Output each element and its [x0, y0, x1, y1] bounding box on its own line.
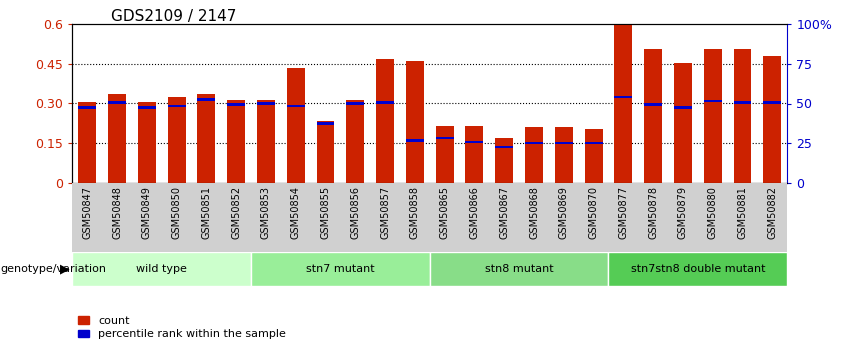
- Bar: [704, 49, 722, 183]
- Bar: [317, 122, 334, 125]
- Text: ▶: ▶: [60, 263, 70, 276]
- Text: GSM50853: GSM50853: [261, 186, 271, 239]
- Text: GSM50848: GSM50848: [112, 186, 122, 239]
- Bar: [168, 105, 186, 108]
- Bar: [406, 139, 424, 142]
- Bar: [138, 106, 156, 109]
- Text: GSM50878: GSM50878: [648, 186, 658, 239]
- Bar: [257, 102, 275, 105]
- Bar: [138, 102, 156, 183]
- Text: GSM50865: GSM50865: [440, 186, 449, 239]
- Bar: [763, 101, 781, 104]
- Text: wild type: wild type: [136, 264, 187, 274]
- Bar: [227, 99, 245, 183]
- Text: GSM50855: GSM50855: [321, 186, 330, 239]
- Bar: [406, 61, 424, 183]
- Text: GSM50879: GSM50879: [678, 186, 688, 239]
- Text: GSM50867: GSM50867: [500, 186, 509, 239]
- Bar: [465, 140, 483, 143]
- Bar: [674, 62, 692, 183]
- Text: GSM50856: GSM50856: [351, 186, 360, 239]
- Bar: [495, 146, 513, 148]
- Bar: [376, 101, 394, 104]
- Bar: [734, 101, 751, 104]
- Bar: [376, 59, 394, 183]
- Bar: [251, 252, 430, 286]
- Bar: [555, 142, 573, 145]
- Text: GSM50881: GSM50881: [738, 186, 747, 239]
- Text: stn7stn8 double mutant: stn7stn8 double mutant: [631, 264, 765, 274]
- Bar: [585, 142, 603, 145]
- Bar: [704, 99, 722, 102]
- Bar: [227, 104, 245, 106]
- Bar: [287, 68, 305, 183]
- Bar: [257, 99, 275, 183]
- Text: stn7 mutant: stn7 mutant: [306, 264, 374, 274]
- Bar: [346, 102, 364, 105]
- Bar: [525, 127, 543, 183]
- Text: genotype/variation: genotype/variation: [1, 264, 107, 274]
- Bar: [763, 56, 781, 183]
- Text: GSM50869: GSM50869: [559, 186, 568, 239]
- Text: GSM50857: GSM50857: [380, 186, 390, 239]
- Bar: [644, 49, 662, 183]
- Bar: [430, 252, 608, 286]
- Bar: [465, 126, 483, 183]
- Bar: [287, 105, 305, 108]
- Text: GSM50851: GSM50851: [202, 186, 211, 239]
- Text: stn8 mutant: stn8 mutant: [485, 264, 553, 274]
- Bar: [585, 129, 603, 183]
- Bar: [436, 126, 454, 183]
- Bar: [108, 94, 126, 183]
- Text: GSM50854: GSM50854: [291, 186, 300, 239]
- Bar: [614, 96, 632, 98]
- Text: GSM50858: GSM50858: [410, 186, 420, 239]
- Bar: [317, 121, 334, 183]
- Bar: [78, 102, 96, 183]
- Text: GSM50882: GSM50882: [768, 186, 777, 239]
- Text: GSM50870: GSM50870: [589, 186, 598, 239]
- Bar: [734, 49, 751, 183]
- Bar: [525, 142, 543, 145]
- Bar: [108, 101, 126, 104]
- Bar: [644, 104, 662, 106]
- Bar: [72, 252, 251, 286]
- Text: GSM50847: GSM50847: [83, 186, 92, 239]
- Bar: [197, 94, 215, 183]
- Bar: [555, 127, 573, 183]
- Text: GDS2109 / 2147: GDS2109 / 2147: [111, 9, 236, 23]
- Text: GSM50877: GSM50877: [619, 186, 628, 239]
- Bar: [614, 21, 632, 183]
- Legend: count, percentile rank within the sample: count, percentile rank within the sample: [78, 316, 286, 339]
- Text: GSM50880: GSM50880: [708, 186, 717, 239]
- Bar: [608, 252, 787, 286]
- Text: GSM50866: GSM50866: [470, 186, 479, 239]
- Text: GSM50852: GSM50852: [231, 186, 241, 239]
- Bar: [674, 106, 692, 109]
- Text: GSM50850: GSM50850: [172, 186, 181, 239]
- Bar: [495, 138, 513, 183]
- Bar: [78, 106, 96, 109]
- Text: GSM50868: GSM50868: [529, 186, 539, 239]
- Bar: [436, 137, 454, 139]
- Text: GSM50849: GSM50849: [142, 186, 151, 239]
- Bar: [346, 99, 364, 183]
- Bar: [197, 98, 215, 101]
- Bar: [168, 97, 186, 183]
